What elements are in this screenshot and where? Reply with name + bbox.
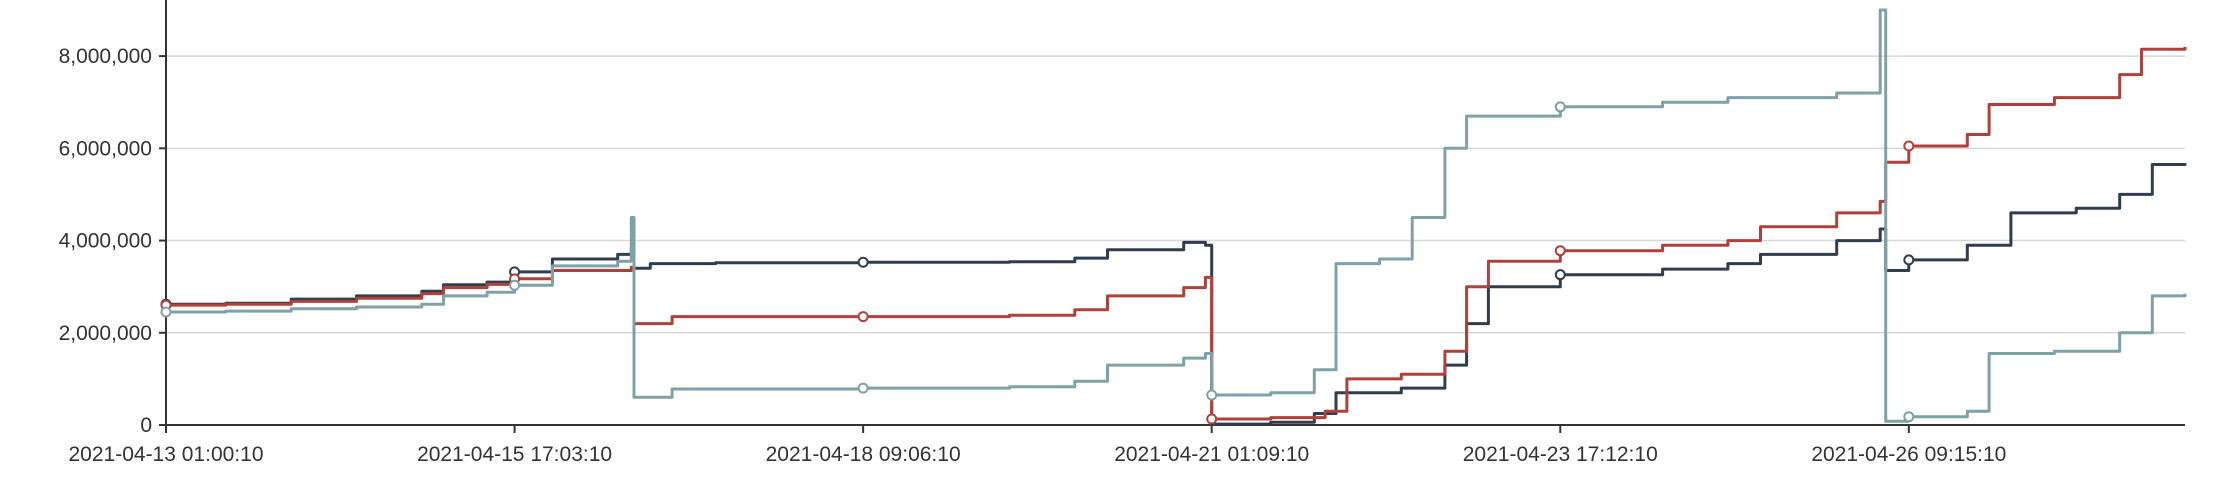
data-point — [509, 279, 521, 291]
x-tick-label: 2021-04-18 09:06:10 — [766, 443, 961, 466]
data-point — [1554, 269, 1566, 281]
data-point — [160, 306, 172, 318]
data-point — [1903, 254, 1915, 266]
y-tick-labels: 0 2,000,000 4,000,000 6,000,000 8,000,000 — [59, 45, 152, 437]
x-tick-labels: 2021-04-13 01:00:10 2021-04-15 17:03:10 20… — [69, 443, 2007, 466]
y-tick-label: 0 — [140, 414, 152, 437]
x-tick-label: 2021-04-15 17:03:10 — [417, 443, 612, 466]
y-tick-label: 2,000,000 — [59, 322, 152, 345]
data-point — [857, 311, 869, 323]
series-line-2 — [166, 46, 2187, 421]
y-tick-label: 6,000,000 — [59, 137, 152, 160]
data-point — [1206, 389, 1218, 401]
axes — [159, 0, 2185, 433]
data-point — [1903, 411, 1915, 423]
x-tick-label: 2021-04-13 01:00:10 — [69, 443, 264, 466]
x-tick-label: 2021-04-21 01:09:10 — [1114, 443, 1309, 466]
data-point — [1554, 101, 1566, 113]
grid-lines — [166, 55, 2185, 334]
x-tick-label: 2021-04-23 17:12:10 — [1463, 443, 1658, 466]
data-point — [1206, 413, 1218, 425]
x-tick-label: 2021-04-26 09:15:10 — [1811, 443, 2006, 466]
data-point — [1903, 140, 1915, 152]
data-point — [1554, 245, 1566, 257]
series-markers — [160, 101, 1915, 425]
y-tick-label: 4,000,000 — [59, 230, 152, 253]
data-point — [857, 256, 869, 268]
y-tick-label: 8,000,000 — [59, 45, 152, 68]
series-lines — [166, 8, 2187, 426]
data-point — [857, 382, 869, 394]
series-line-3 — [166, 8, 2187, 423]
